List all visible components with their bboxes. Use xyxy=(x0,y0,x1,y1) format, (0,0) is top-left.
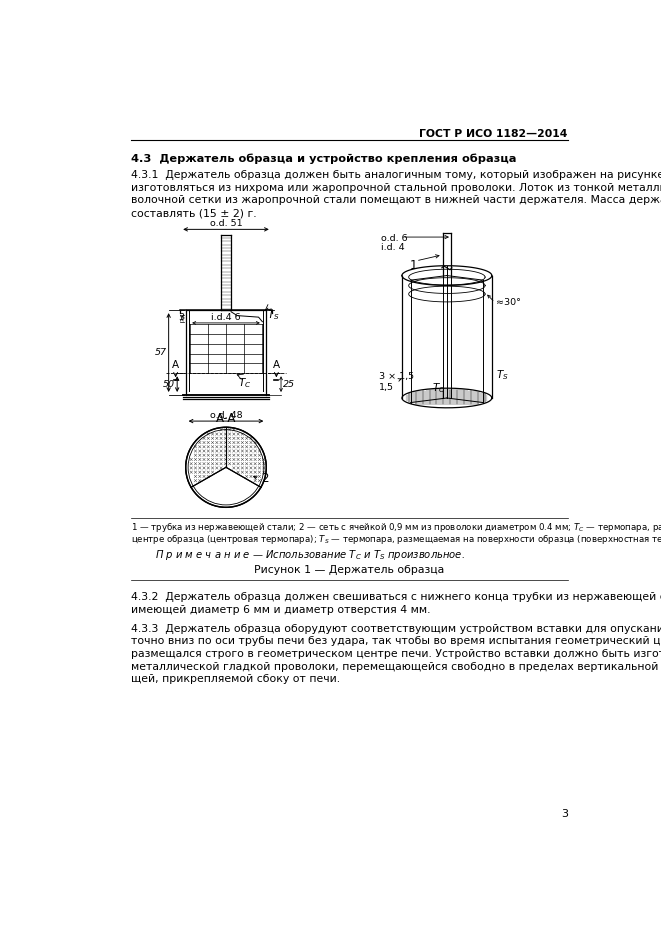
Text: 1: 1 xyxy=(410,259,417,272)
Text: Рисунок 1 — Держатель образца: Рисунок 1 — Держатель образца xyxy=(254,565,445,575)
Text: изготовляться из нихрома или жаропрочной стальной проволоки. Лоток из тонкой мет: изготовляться из нихрома или жаропрочной… xyxy=(132,183,661,193)
Text: 57: 57 xyxy=(154,348,167,357)
Text: центре образца (центровая термопара); $T_S$ — термопара, размещаемая на поверхно: центре образца (центровая термопара); $T… xyxy=(132,534,661,546)
Text: $T_S$: $T_S$ xyxy=(267,308,280,322)
Text: металлической гладкой проволоки, перемещающейся свободно в пределах вертикальной: металлической гладкой проволоки, перемещ… xyxy=(132,662,661,672)
Text: $T_C$: $T_C$ xyxy=(432,381,446,395)
Text: щей, прикрепляемой сбоку от печи.: щей, прикрепляемой сбоку от печи. xyxy=(132,675,340,684)
Text: А-А: А-А xyxy=(215,412,236,425)
Text: 3: 3 xyxy=(178,313,184,322)
Text: П р и м е ч а н и е — Использование $T_C$ и $T_S$ произвольное.: П р и м е ч а н и е — Использование $T_C… xyxy=(155,548,465,563)
Text: 3: 3 xyxy=(561,810,568,819)
Text: имеющей диаметр 6 мм и диаметр отверстия 4 мм.: имеющей диаметр 6 мм и диаметр отверстия… xyxy=(132,605,431,615)
Text: А: А xyxy=(273,360,280,371)
Text: волочной сетки из жаропрочной стали помещают в нижней части держателя. Масса дер: волочной сетки из жаропрочной стали поме… xyxy=(132,196,661,206)
Text: i.d. 4: i.d. 4 xyxy=(381,243,405,252)
Text: 1 — трубка из нержавеющей стали; 2 — сеть с ячейкой 0,9 мм из проволоки диаметро: 1 — трубка из нержавеющей стали; 2 — сет… xyxy=(132,521,661,534)
Text: $T_S$: $T_S$ xyxy=(496,368,509,382)
Text: составлять (15 ± 2) г.: составлять (15 ± 2) г. xyxy=(132,208,257,218)
Text: i.d.4 6: i.d.4 6 xyxy=(211,314,241,322)
Text: 2: 2 xyxy=(261,473,268,486)
Text: точно вниз по оси трубы печи без удара, так чтобы во время испытания геометричес: точно вниз по оси трубы печи без удара, … xyxy=(132,636,661,646)
Text: 1,5: 1,5 xyxy=(379,383,394,391)
Text: ГОСТ Р ИСО 1182—2014: ГОСТ Р ИСО 1182—2014 xyxy=(419,129,568,139)
Text: o.d. 48: o.d. 48 xyxy=(210,411,243,419)
Text: 4.3.2  Держатель образца должен свешиваться с нижнего конца трубки из нержавеюще: 4.3.2 Держатель образца должен свешивать… xyxy=(132,592,661,602)
Text: 4.3.1  Держатель образца должен быть аналогичным тому, который изображен на рису: 4.3.1 Держатель образца должен быть анал… xyxy=(132,170,661,180)
Text: размещался строго в геометрическом центре печи. Устройство вставки должно быть и: размещался строго в геометрическом центр… xyxy=(132,649,661,659)
Text: o.d. 6: o.d. 6 xyxy=(381,234,408,243)
Text: 3 × 1,5: 3 × 1,5 xyxy=(379,372,414,381)
Text: o.d. 51: o.d. 51 xyxy=(210,219,243,227)
Text: ≈30°: ≈30° xyxy=(496,298,522,307)
Text: $T_C$: $T_C$ xyxy=(237,376,251,390)
Text: А: А xyxy=(172,360,179,371)
Text: 4.3.3  Держатель образца оборудуют соответствующим устройством вставки для опуск: 4.3.3 Держатель образца оборудуют соотве… xyxy=(132,623,661,634)
Text: 50: 50 xyxy=(163,380,175,388)
Text: 4.3  Держатель образца и устройство крепления образца: 4.3 Держатель образца и устройство крепл… xyxy=(132,154,517,165)
Text: 25: 25 xyxy=(282,380,295,388)
